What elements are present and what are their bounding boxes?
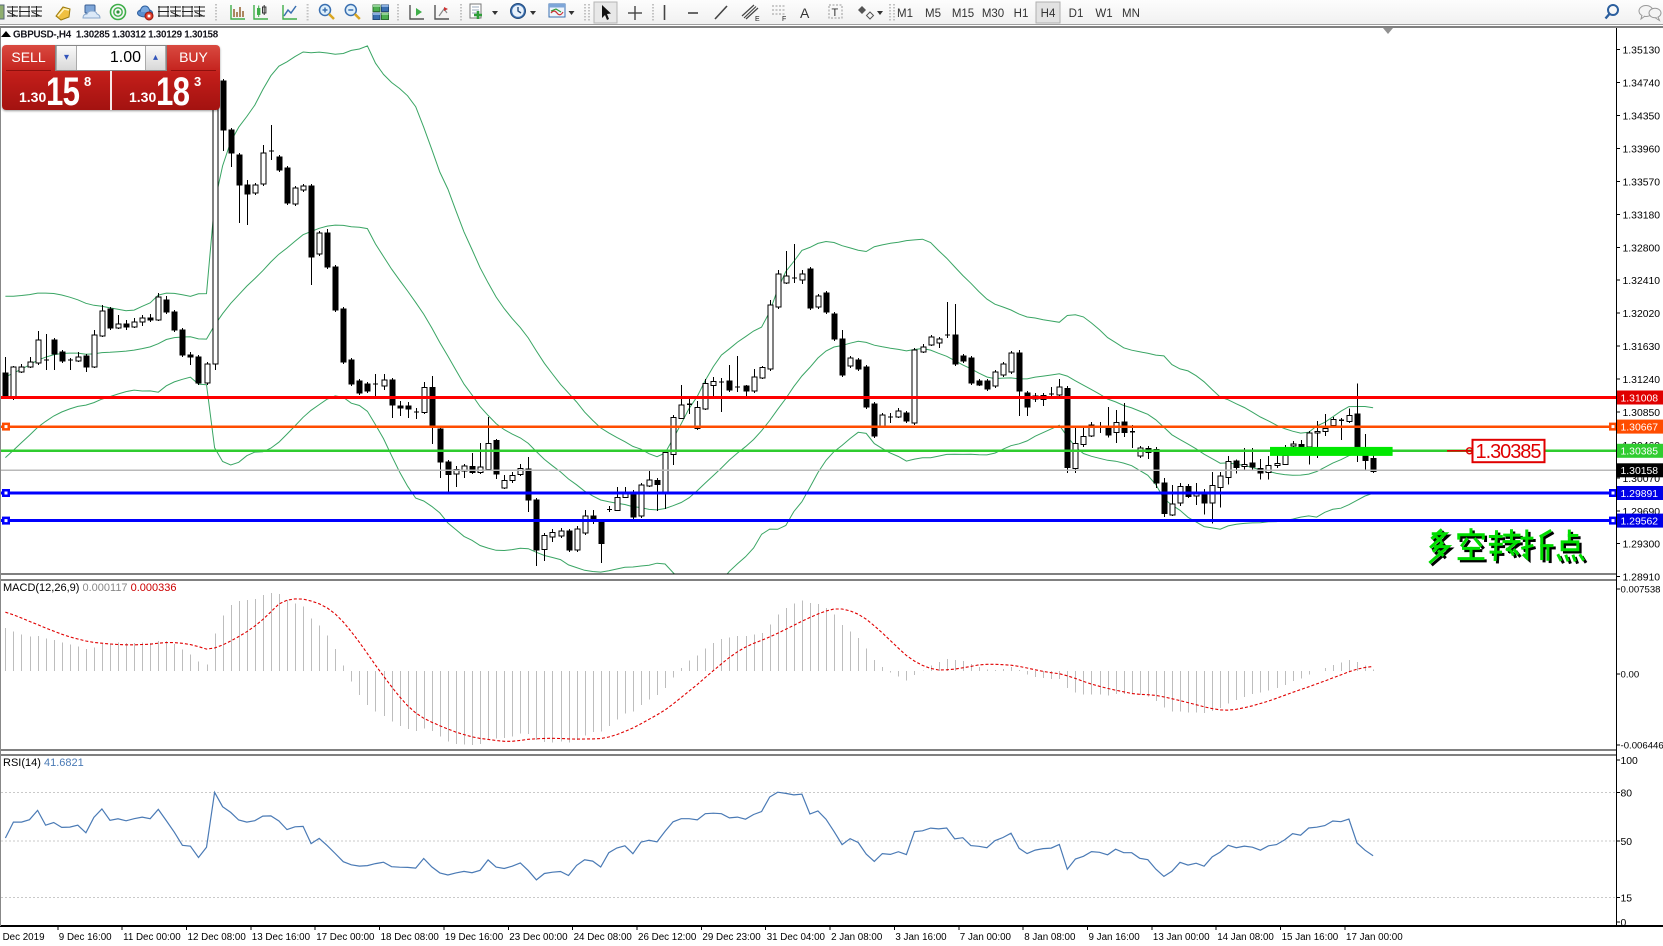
svg-text:1.30385: 1.30385 — [1621, 447, 1659, 458]
svg-text:17 Jan 00:00: 17 Jan 00:00 — [1346, 932, 1403, 943]
svg-text:1.31630: 1.31630 — [1623, 342, 1661, 353]
svg-text:1.30667: 1.30667 — [1621, 422, 1659, 433]
svg-text:RSI(14) 41.6821: RSI(14) 41.6821 — [3, 757, 84, 769]
svg-text:1.32410: 1.32410 — [1623, 276, 1661, 287]
svg-text:80: 80 — [1621, 788, 1633, 799]
svg-text:29 Dec 23:00: 29 Dec 23:00 — [702, 932, 761, 943]
svg-text:1.35130: 1.35130 — [1623, 45, 1661, 56]
svg-text:31 Dec 04:00: 31 Dec 04:00 — [767, 932, 826, 943]
svg-text:0.007538: 0.007538 — [1621, 585, 1661, 596]
svg-text:1.34740: 1.34740 — [1623, 78, 1661, 89]
svg-text:26 Dec 12:00: 26 Dec 12:00 — [638, 932, 697, 943]
svg-text:F: F — [782, 16, 786, 23]
svg-text:M5: M5 — [925, 8, 941, 20]
svg-text:19 Dec 16:00: 19 Dec 16:00 — [445, 932, 504, 943]
svg-text:12 Dec 08:00: 12 Dec 08:00 — [188, 932, 247, 943]
svg-text:23 Dec 00:00: 23 Dec 00:00 — [509, 932, 568, 943]
svg-text:1.33960: 1.33960 — [1623, 145, 1661, 156]
svg-text:1.30385: 1.30385 — [1476, 441, 1542, 463]
svg-text:H1: H1 — [1014, 8, 1029, 20]
svg-text:W1: W1 — [1095, 8, 1112, 20]
svg-text:17 Dec 00:00: 17 Dec 00:00 — [316, 932, 375, 943]
svg-text:11 Dec 00:00: 11 Dec 00:00 — [123, 932, 181, 943]
svg-text:GBPUSD-,H4 1.30285 1.30312 1.: GBPUSD-,H4 1.30285 1.30312 1.30129 1.301… — [13, 30, 219, 41]
svg-text:A: A — [800, 5, 810, 21]
svg-text:1.30070: 1.30070 — [1623, 474, 1661, 485]
svg-text:MN: MN — [1122, 8, 1140, 20]
svg-text:-0.006446: -0.006446 — [1621, 741, 1663, 752]
svg-text:T: T — [832, 7, 839, 19]
svg-text:13 Jan 00:00: 13 Jan 00:00 — [1153, 932, 1210, 943]
svg-text:M30: M30 — [982, 8, 1004, 20]
svg-text:1.33570: 1.33570 — [1623, 178, 1661, 189]
svg-text:1.32020: 1.32020 — [1623, 309, 1661, 320]
svg-text:24 Dec 08:00: 24 Dec 08:00 — [574, 932, 633, 943]
svg-text:1.29891: 1.29891 — [1621, 489, 1659, 500]
svg-text:M1: M1 — [897, 8, 913, 20]
svg-text:1.30850: 1.30850 — [1623, 408, 1661, 419]
svg-text:0: 0 — [1621, 918, 1627, 929]
svg-text:18 Dec 08:00: 18 Dec 08:00 — [381, 932, 440, 943]
svg-text:7 Jan 00:00: 7 Jan 00:00 — [960, 932, 1012, 943]
svg-text:15: 15 — [1621, 894, 1633, 905]
svg-text:H4: H4 — [1041, 8, 1056, 20]
svg-text:0.00: 0.00 — [1621, 670, 1640, 681]
svg-text:E: E — [755, 16, 760, 23]
svg-text:50: 50 — [1621, 837, 1633, 848]
svg-text:2 Jan 08:00: 2 Jan 08:00 — [831, 932, 883, 943]
svg-text:MACD(12,26,9) 0.000117 0.00033: MACD(12,26,9) 0.000117 0.000336 — [3, 582, 177, 594]
svg-text:14 Jan 08:00: 14 Jan 08:00 — [1217, 932, 1274, 943]
svg-text:1.33180: 1.33180 — [1623, 211, 1661, 222]
svg-text:1.29300: 1.29300 — [1623, 539, 1661, 550]
svg-text:1.34350: 1.34350 — [1623, 111, 1661, 122]
svg-text:13 Dec 16:00: 13 Dec 16:00 — [252, 932, 311, 943]
svg-text:1.29690: 1.29690 — [1623, 507, 1661, 518]
svg-text:1.30158: 1.30158 — [1621, 466, 1659, 477]
svg-text:5 Dec 2019: 5 Dec 2019 — [0, 932, 45, 943]
svg-text:100: 100 — [1621, 756, 1639, 767]
svg-text:9 Jan 16:00: 9 Jan 16:00 — [1089, 932, 1141, 943]
svg-text:1.32800: 1.32800 — [1623, 244, 1661, 255]
svg-text:1.31240: 1.31240 — [1623, 375, 1661, 386]
svg-text:1.28910: 1.28910 — [1623, 572, 1661, 583]
svg-text:15 Jan 16:00: 15 Jan 16:00 — [1282, 932, 1339, 943]
svg-text:D1: D1 — [1069, 8, 1084, 20]
svg-text:1.29562: 1.29562 — [1621, 516, 1659, 527]
svg-text:M15: M15 — [952, 8, 974, 20]
svg-text:1.31008: 1.31008 — [1621, 393, 1659, 404]
svg-text:3 Jan 16:00: 3 Jan 16:00 — [895, 932, 947, 943]
svg-text:9 Dec 16:00: 9 Dec 16:00 — [59, 932, 112, 943]
svg-text:8 Jan 08:00: 8 Jan 08:00 — [1024, 932, 1076, 943]
